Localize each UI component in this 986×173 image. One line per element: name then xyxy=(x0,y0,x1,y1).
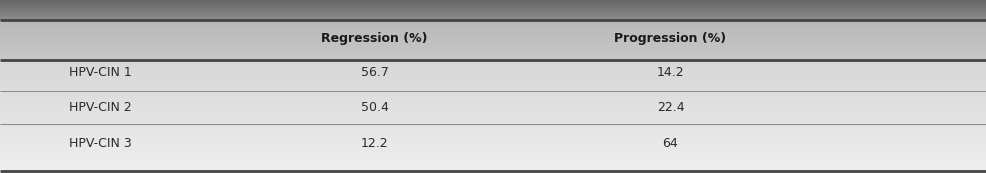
Text: Regression (%): Regression (%) xyxy=(321,31,428,45)
Text: HPV-CIN 2: HPV-CIN 2 xyxy=(69,101,132,114)
Text: 14.2: 14.2 xyxy=(657,66,684,79)
Text: 22.4: 22.4 xyxy=(657,101,684,114)
Text: 12.2: 12.2 xyxy=(361,137,388,150)
Text: HPV-CIN 1: HPV-CIN 1 xyxy=(69,66,132,79)
Text: Progression (%): Progression (%) xyxy=(614,31,727,45)
Text: 56.7: 56.7 xyxy=(361,66,388,79)
Text: 64: 64 xyxy=(663,137,678,150)
Text: 50.4: 50.4 xyxy=(361,101,388,114)
Text: HPV-CIN 3: HPV-CIN 3 xyxy=(69,137,132,150)
